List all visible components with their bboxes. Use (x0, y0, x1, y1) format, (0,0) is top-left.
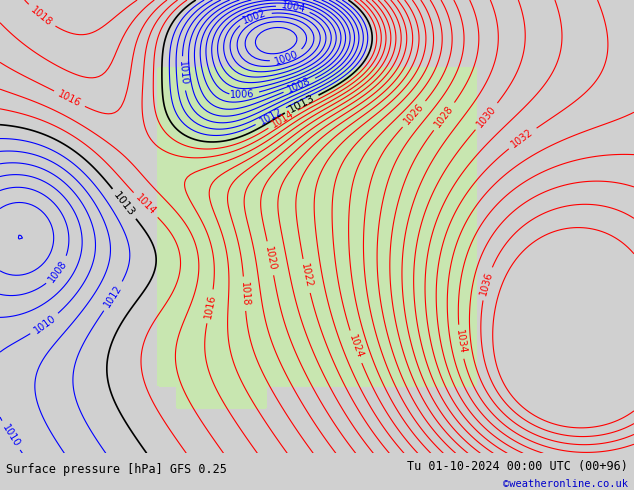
Text: 1000: 1000 (273, 49, 300, 67)
Text: 1024: 1024 (347, 334, 365, 360)
Text: 1016: 1016 (56, 89, 82, 109)
Text: 1004: 1004 (280, 0, 306, 15)
Text: 1013: 1013 (112, 190, 137, 218)
Text: 1028: 1028 (433, 103, 456, 129)
Text: 1010: 1010 (32, 313, 58, 335)
Text: Surface pressure [hPa] GFS 0.25: Surface pressure [hPa] GFS 0.25 (6, 463, 227, 476)
Text: 1030: 1030 (475, 104, 498, 129)
Text: 1013: 1013 (287, 93, 316, 115)
Text: 1018: 1018 (29, 4, 54, 27)
Text: 1022: 1022 (299, 263, 314, 289)
Text: 1006: 1006 (230, 90, 255, 100)
Text: 1016: 1016 (203, 294, 217, 319)
Text: 1010: 1010 (177, 61, 189, 86)
Text: 1020: 1020 (263, 245, 278, 271)
Text: ©weatheronline.co.uk: ©weatheronline.co.uk (503, 480, 628, 490)
Text: 1012: 1012 (103, 283, 124, 309)
Text: 1008: 1008 (286, 76, 313, 95)
Text: 1012: 1012 (257, 106, 284, 126)
Text: 1010: 1010 (0, 422, 22, 448)
Text: 1034: 1034 (454, 329, 467, 355)
Text: 1014: 1014 (270, 108, 296, 130)
Text: Tu 01-10-2024 00:00 UTC (00+96): Tu 01-10-2024 00:00 UTC (00+96) (407, 460, 628, 473)
Text: 1018: 1018 (239, 281, 250, 306)
Text: 1008: 1008 (47, 258, 70, 284)
Text: 1002: 1002 (242, 8, 268, 26)
Text: 1036: 1036 (479, 270, 495, 297)
Text: 1032: 1032 (510, 127, 535, 149)
Text: 1014: 1014 (133, 193, 158, 218)
Text: 1026: 1026 (402, 101, 426, 127)
